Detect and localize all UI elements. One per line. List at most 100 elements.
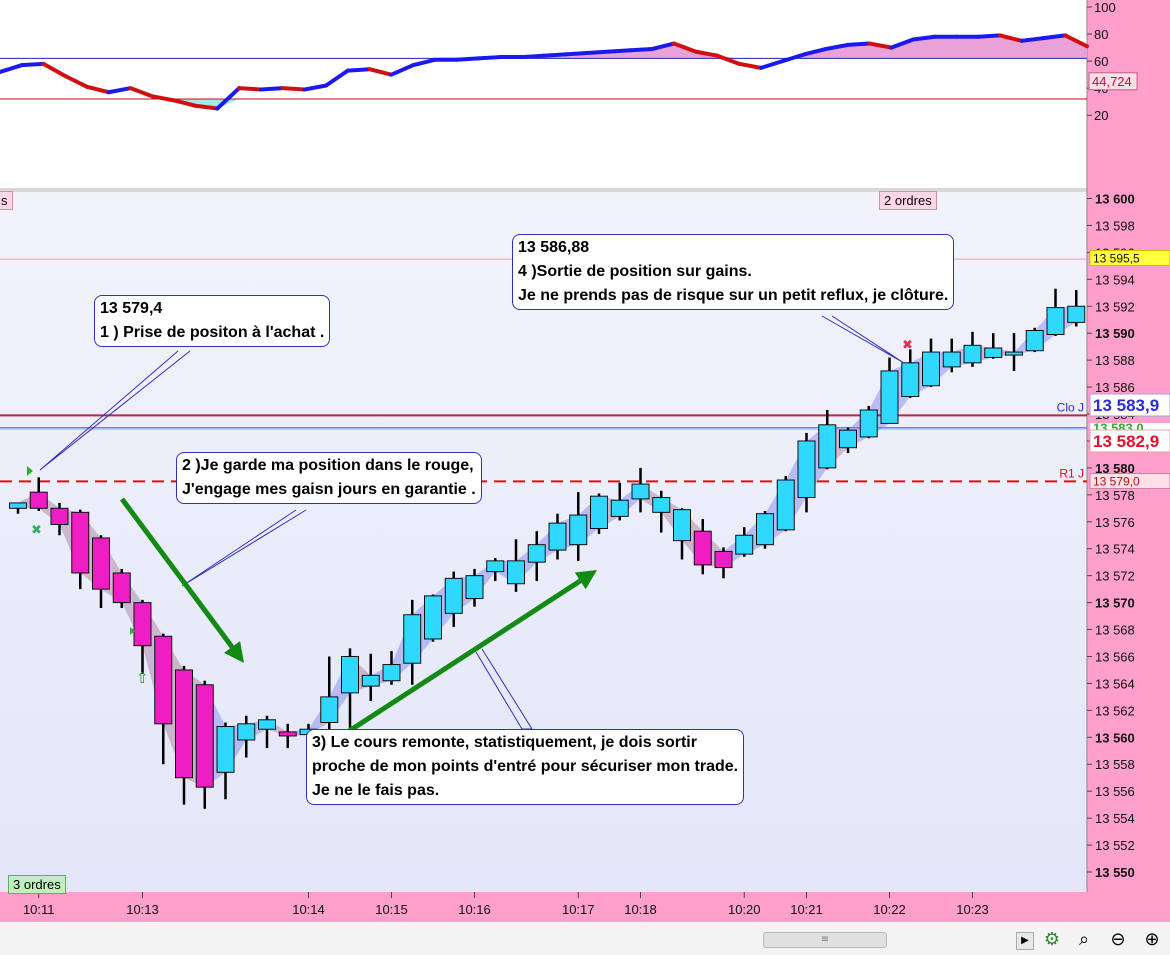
annotation-hold[interactable]: 2 )Je garde ma position dans le rouge, J…	[176, 452, 482, 504]
price-tick-label: 13 588	[1095, 353, 1135, 368]
candle-bull[interactable]	[486, 560, 505, 573]
candle-bull[interactable]	[631, 483, 650, 500]
candle-bear[interactable]	[29, 491, 48, 509]
y-axis-background	[1087, 0, 1170, 922]
candle-bull[interactable]	[735, 534, 754, 555]
scrollbar-thumb[interactable]: ≡	[763, 932, 887, 948]
price-tick-label: 13 562	[1095, 703, 1135, 718]
candle-bull[interactable]	[839, 429, 857, 449]
candle-bear[interactable]	[133, 602, 152, 647]
annotation-line: 4 )Sortie de position sur gains.	[518, 263, 752, 280]
candle-bear[interactable]	[71, 511, 90, 574]
scroll-right-icon[interactable]: ▶	[1016, 932, 1034, 950]
candle-bear[interactable]	[112, 572, 131, 604]
candle-bull[interactable]	[776, 479, 795, 531]
price-tick-label: 13 578	[1095, 488, 1135, 503]
oscillator-segment	[519, 53, 546, 60]
candle-bull[interactable]	[797, 440, 816, 499]
candle-bull[interactable]	[424, 595, 442, 640]
oscillator-segment	[128, 86, 155, 99]
candle-bull[interactable]	[673, 509, 691, 542]
signal-marker-icon[interactable]	[130, 627, 135, 635]
candle-bear[interactable]	[714, 550, 733, 569]
candle-bull[interactable]	[610, 499, 629, 517]
annotation-entry[interactable]: 13 579,4 1 ) Prise de positon à l'achat …	[94, 295, 331, 347]
down-arrow-icon	[119, 497, 244, 663]
candle-bull[interactable]	[590, 495, 608, 530]
oscillator-segment	[911, 34, 937, 42]
zoom-in-icon[interactable]: ⊕	[1144, 929, 1160, 950]
candle-bull[interactable]	[527, 544, 546, 563]
candle-bull[interactable]	[382, 664, 401, 682]
candle-bull[interactable]	[507, 560, 525, 585]
price-tick-label: 13 574	[1095, 542, 1135, 557]
annotation-line: Je ne prends pas de risque sur un petit …	[518, 287, 949, 304]
candle-bull[interactable]	[216, 726, 235, 773]
candle-bull[interactable]	[901, 362, 920, 398]
oscillator-segment	[606, 48, 633, 54]
candle-bull[interactable]	[922, 351, 940, 387]
candle-bull[interactable]	[652, 497, 671, 513]
zoom-out-icon[interactable]: ⊖	[1110, 929, 1126, 950]
candle-bull[interactable]	[859, 409, 878, 438]
candle-bull[interactable]	[963, 344, 982, 364]
candle-bear[interactable]	[278, 731, 297, 737]
time-tick-label: 10:21	[790, 902, 823, 917]
oscillator-segment	[150, 94, 176, 103]
orders-tag-fragment[interactable]: s	[0, 191, 13, 210]
annotation-exit[interactable]: 13 586,88 4 )Sortie de position sur gain…	[512, 234, 955, 310]
oscillator-segment	[671, 41, 698, 54]
oscillator-segment	[563, 51, 589, 57]
candle-bear[interactable]	[175, 669, 193, 779]
oscillator-segment	[454, 56, 481, 62]
candle-bull[interactable]	[1046, 307, 1065, 336]
candle-bull[interactable]	[465, 575, 484, 600]
candle-bull[interactable]	[258, 719, 276, 730]
zoom-fit-icon[interactable]: ⌕	[1078, 929, 1090, 950]
candle-bear[interactable]	[195, 684, 214, 788]
candle-bull[interactable]	[1025, 330, 1044, 352]
candle-bear[interactable]	[92, 537, 110, 590]
orders-tag-left[interactable]: 3 ordres	[8, 875, 66, 894]
candle-bull[interactable]	[756, 513, 774, 546]
candle-bull[interactable]	[237, 723, 256, 741]
buy-marker-icon[interactable]	[27, 466, 33, 476]
time-tick-label: 10:20	[728, 902, 761, 917]
oscillator-segment	[584, 49, 611, 56]
price-tick-label: 13 572	[1095, 569, 1135, 584]
oscillator-tick-label: 80	[1094, 27, 1108, 42]
oscillator-segment	[845, 41, 872, 47]
panel-separator[interactable]	[0, 188, 1087, 192]
oscillator-segment	[171, 98, 198, 108]
candle-bull[interactable]	[1067, 305, 1086, 323]
chart-settings-icon[interactable]: ⚙	[1043, 929, 1061, 950]
price-tick-label: 13 560	[1095, 730, 1135, 745]
candle-bear[interactable]	[154, 635, 173, 725]
oscillator-segment	[693, 49, 720, 58]
candle-bull[interactable]	[569, 514, 588, 546]
candle-bull[interactable]	[9, 502, 27, 509]
oscillator-segment	[106, 86, 133, 95]
horizontal-scrollbar[interactable]: ≡	[0, 922, 1170, 955]
annotation-line: 13 586,88	[518, 239, 590, 256]
annotation-line: 3) Le cours remonte, statistiquement, je…	[312, 734, 697, 751]
price-tick-label: 13 580	[1095, 461, 1135, 476]
annotation-rebound[interactable]: 3) Le cours remonte, statistiquement, je…	[306, 729, 745, 805]
oscillator-segment	[976, 33, 1003, 39]
price-tick-label: 13 586	[1095, 380, 1135, 395]
candle-bull[interactable]	[1005, 351, 1023, 356]
candle-bull[interactable]	[341, 655, 359, 694]
orders-tag-right[interactable]: 2 ordres	[879, 191, 937, 210]
candle-bear[interactable]	[693, 530, 712, 566]
candle-bull[interactable]	[548, 522, 567, 551]
candle-bull[interactable]	[984, 347, 1003, 358]
time-tick-label: 10:16	[458, 902, 491, 917]
candle-bull[interactable]	[403, 614, 422, 664]
candle-bull[interactable]	[880, 370, 899, 424]
candle-bull[interactable]	[818, 424, 837, 469]
candle-bull[interactable]	[444, 577, 463, 614]
candle-bull[interactable]	[942, 351, 961, 368]
candle-bear[interactable]	[50, 507, 69, 525]
candle-bull[interactable]	[320, 696, 339, 723]
candle-bull[interactable]	[361, 674, 380, 687]
